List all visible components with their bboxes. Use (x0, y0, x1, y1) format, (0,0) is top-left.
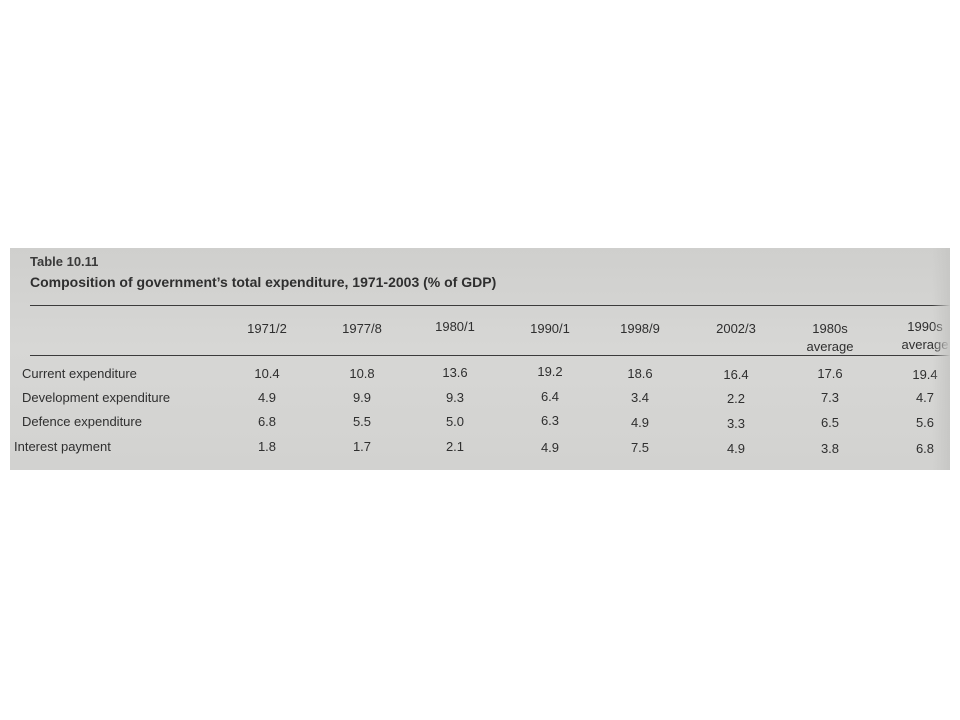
table-photo: Table 10.11 Composition of government’s … (10, 248, 950, 470)
table-cell: 3.8 (820, 441, 840, 456)
table-cell: 17.6 (817, 366, 843, 381)
column-header: 1971/2 (232, 320, 302, 338)
table-cell: 5.5 (352, 414, 372, 429)
table-cell: 6.4 (540, 389, 560, 404)
page-edge-shadow (932, 248, 950, 470)
table-cell: 5.6 (915, 415, 935, 430)
table-cell: 9.9 (352, 390, 372, 405)
table-cell: 6.8 (915, 441, 935, 456)
table-cell: 4.9 (726, 441, 746, 456)
column-header: 1980s average (795, 320, 865, 356)
table-cell: 19.2 (537, 364, 563, 379)
table-cell: 3.3 (726, 416, 746, 431)
table-cell: 4.7 (915, 390, 935, 405)
table-number: Table 10.11 (30, 254, 99, 269)
table-cell: 3.4 (630, 390, 650, 405)
column-header: 1998/9 (605, 320, 675, 338)
column-header-line1: 1980/1 (435, 319, 475, 334)
top-rule (30, 305, 950, 306)
table-cell: 7.5 (630, 440, 650, 455)
table-cell: 13.6 (442, 365, 468, 380)
row-label: Current expenditure (22, 366, 137, 381)
table-cell: 1.7 (352, 439, 372, 454)
row-label: Interest payment (14, 439, 111, 454)
table-title: Composition of government’s total expend… (30, 274, 497, 290)
table-cell: 10.8 (349, 366, 375, 381)
column-header: 1977/8 (327, 320, 397, 338)
column-header-line1: 1990/1 (530, 321, 570, 336)
row-label: Defence expenditure (22, 414, 142, 429)
row-label: Development expenditure (22, 390, 171, 405)
column-header-line1: 1971/2 (247, 321, 287, 336)
column-header-line2: average (806, 339, 854, 354)
table-cell: 19.4 (912, 367, 938, 382)
column-header-line1: 2002/3 (716, 321, 756, 336)
column-header: 1990/1 (515, 320, 585, 338)
column-header-line1: 1998/9 (620, 321, 660, 336)
table-cell: 18.6 (627, 366, 653, 381)
column-header: 2002/3 (701, 320, 771, 338)
column-header: 1980/1 (420, 318, 490, 336)
table-cell: 5.0 (445, 414, 465, 429)
table-cell: 4.9 (540, 440, 560, 455)
column-header-line1: 1980s (812, 321, 848, 336)
table-cell: 2.2 (726, 391, 746, 406)
table-cell: 7.3 (820, 390, 840, 405)
table-cell: 6.8 (257, 414, 277, 429)
table-cell: 4.9 (630, 415, 650, 430)
table-cell: 6.5 (820, 415, 840, 430)
table-cell: 2.1 (445, 439, 465, 454)
table-cell: 9.3 (445, 390, 465, 405)
table-cell: 10.4 (254, 366, 280, 381)
header-rule (30, 355, 950, 356)
column-header-line1: 1977/8 (342, 321, 382, 336)
table-cell: 4.9 (257, 390, 277, 405)
table-cell: 16.4 (723, 367, 749, 382)
table-cell: 6.3 (540, 413, 560, 428)
table-cell: 1.8 (257, 439, 277, 454)
